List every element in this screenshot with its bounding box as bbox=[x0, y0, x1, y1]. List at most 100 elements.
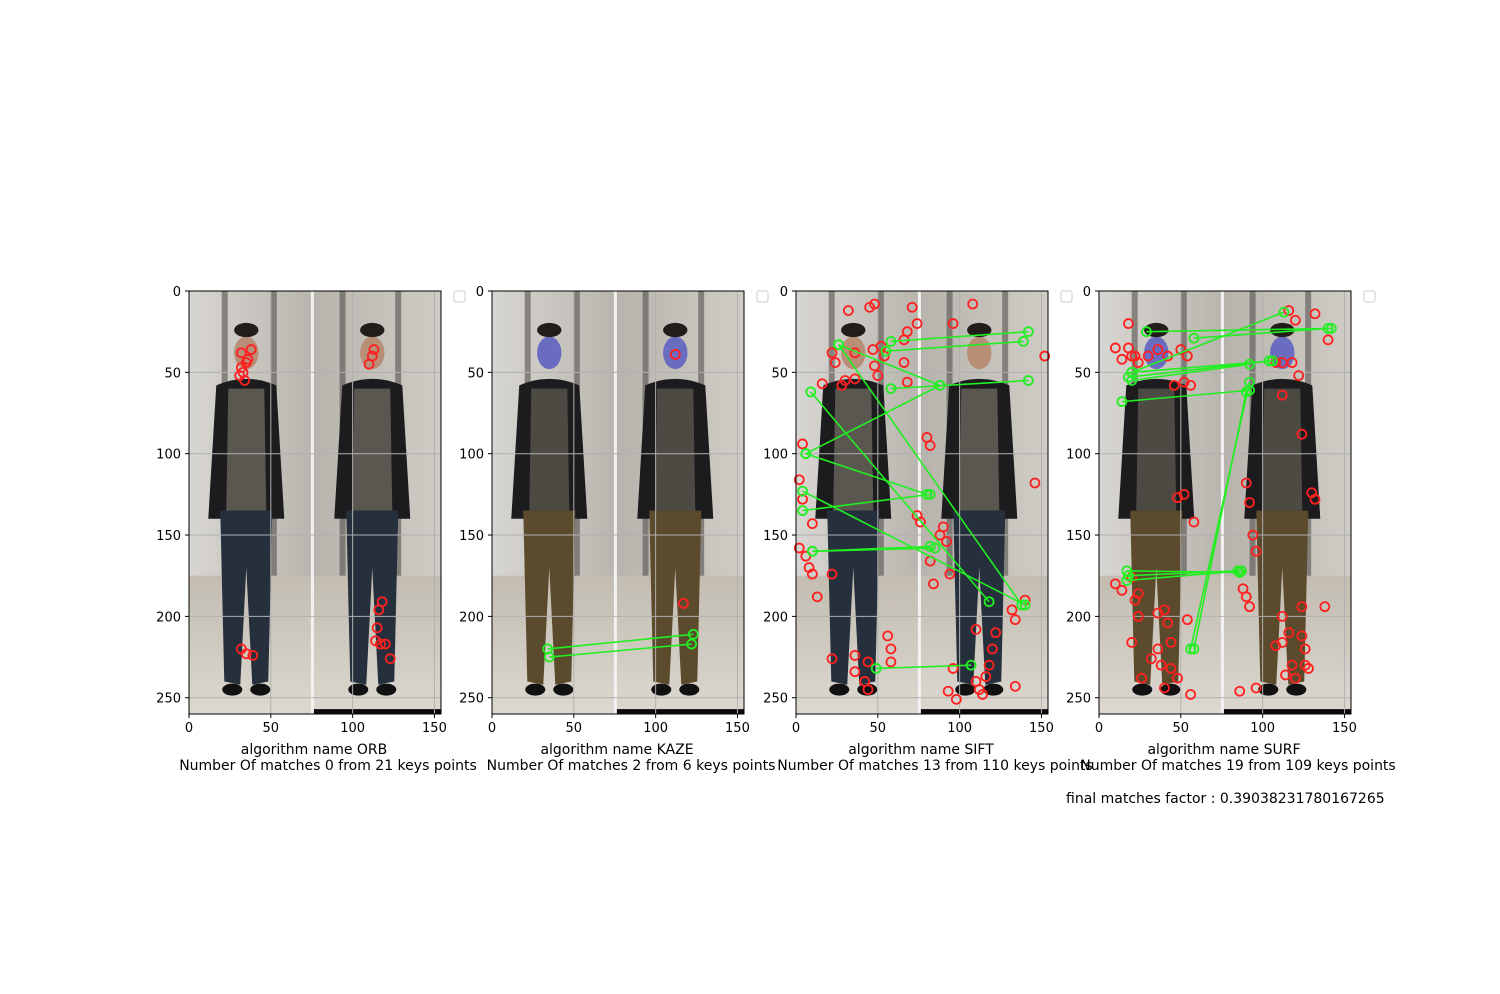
person-shoe bbox=[1286, 683, 1307, 696]
keypoint-marker bbox=[240, 648, 252, 660]
y-tick-label: 150 bbox=[459, 529, 484, 544]
keypoint-marker bbox=[849, 650, 861, 661]
keypoint-marker bbox=[1006, 604, 1018, 616]
legend-box bbox=[453, 290, 466, 303]
keypoint-marker bbox=[947, 663, 959, 674]
keypoint-marker bbox=[384, 653, 396, 665]
y-tick-label: 200 bbox=[156, 610, 181, 625]
keypoint-marker bbox=[1009, 680, 1021, 692]
keypoint-marker bbox=[1296, 428, 1308, 440]
legend-box bbox=[1363, 290, 1376, 303]
keypoint-marker bbox=[1309, 308, 1321, 320]
keypoint-marker bbox=[379, 638, 391, 650]
image-bottom-band bbox=[616, 709, 744, 714]
keypoint-marker bbox=[1289, 314, 1301, 326]
keypoint-marker bbox=[1175, 344, 1187, 355]
person-shirt bbox=[1136, 388, 1177, 511]
image-divider bbox=[613, 291, 617, 714]
y-tick-label: 50 bbox=[467, 366, 484, 381]
match-line bbox=[890, 330, 1029, 343]
y-tick-label: 250 bbox=[459, 692, 484, 707]
keypoint-marker bbox=[1296, 601, 1308, 613]
keypoint-marker bbox=[1155, 659, 1167, 671]
keypoint-marker bbox=[1159, 682, 1170, 694]
caption-algorithm-name: algorithm name KAZE bbox=[540, 742, 693, 758]
keypoint-marker bbox=[914, 516, 926, 528]
keypoint-marker bbox=[1126, 350, 1138, 362]
keypoint-marker bbox=[947, 318, 959, 329]
keypoint-marker bbox=[245, 344, 257, 355]
panel-1: 0 50 100 150 0 50 100 150 200 250 algorithm name O… bbox=[156, 285, 477, 774]
match-line bbox=[810, 391, 990, 603]
keypoint-marker bbox=[375, 638, 386, 650]
caption-algorithm-name: algorithm name SIFT bbox=[848, 742, 994, 758]
person-shirt bbox=[529, 388, 570, 511]
image-bottom-band bbox=[313, 709, 441, 714]
keypoint-marker bbox=[1165, 663, 1177, 674]
y-tick-label: 0 bbox=[476, 285, 484, 300]
keypoint-marker bbox=[1039, 350, 1051, 362]
keypoint-marker bbox=[1136, 672, 1147, 684]
match-point bbox=[929, 542, 941, 554]
y-tick-label: 50 bbox=[1074, 366, 1091, 381]
person-shirt bbox=[1262, 388, 1303, 511]
x-tick-label: 50 bbox=[870, 721, 887, 736]
match-line bbox=[547, 633, 694, 650]
keypoint-marker bbox=[942, 685, 954, 697]
match-line bbox=[837, 344, 1023, 606]
y-tick-label: 250 bbox=[763, 692, 788, 707]
y-tick-label: 100 bbox=[763, 448, 788, 463]
person-hair bbox=[1144, 322, 1169, 338]
match-line bbox=[549, 643, 692, 658]
match-line bbox=[1121, 389, 1250, 403]
match-point bbox=[924, 541, 936, 552]
keypoint-marker bbox=[1188, 516, 1200, 528]
match-point bbox=[805, 386, 817, 398]
y-tick-label: 50 bbox=[771, 366, 788, 381]
keypoint-marker bbox=[1283, 305, 1295, 316]
keypoint-marker bbox=[678, 597, 689, 609]
keypoint-marker bbox=[1270, 640, 1282, 652]
keypoint-marker bbox=[941, 536, 952, 547]
x-tick-label: 0 bbox=[1095, 721, 1103, 736]
match-point bbox=[1244, 376, 1255, 388]
match-line bbox=[890, 379, 1029, 390]
keypoint-marker bbox=[872, 370, 884, 382]
keypoint-marker bbox=[1165, 637, 1177, 648]
panel-2: 0 50 100 150 0 50 100 150 200 250 algorithm name K… bbox=[459, 285, 775, 774]
keypoint-marker bbox=[373, 604, 385, 616]
y-tick-label: 0 bbox=[1083, 285, 1091, 300]
keypoint-marker bbox=[1276, 610, 1288, 622]
x-tick-label: 150 bbox=[1029, 721, 1054, 736]
person-pants bbox=[523, 510, 576, 685]
match-point bbox=[1022, 326, 1034, 338]
keypoint-marker bbox=[885, 643, 897, 655]
keypoint-marker bbox=[1240, 477, 1252, 489]
keypoint-marker bbox=[950, 693, 962, 705]
y-tick-label: 150 bbox=[1066, 529, 1091, 544]
person-head bbox=[967, 336, 992, 370]
keypoint-marker bbox=[983, 659, 995, 671]
person-shoe bbox=[679, 683, 700, 696]
keypoint-marker bbox=[1116, 584, 1128, 596]
person-pants bbox=[953, 510, 1006, 685]
keypoint-marker bbox=[862, 656, 874, 668]
y-tick-label: 200 bbox=[459, 610, 484, 625]
keypoint-marker bbox=[869, 360, 880, 372]
keypoint-marker bbox=[1152, 643, 1164, 655]
y-tick-label: 100 bbox=[459, 448, 484, 463]
x-tick-label: 100 bbox=[1250, 721, 1275, 736]
caption-match-count: Number Of matches 2 from 6 keys points bbox=[487, 758, 776, 774]
keypoint-marker bbox=[839, 375, 851, 386]
person-hair bbox=[234, 322, 259, 338]
y-tick-label: 250 bbox=[156, 692, 181, 707]
match-point bbox=[1141, 326, 1152, 338]
match-line bbox=[1128, 570, 1239, 577]
match-point bbox=[1016, 599, 1028, 611]
keypoint-marker bbox=[368, 344, 380, 355]
person-shoe bbox=[955, 683, 976, 696]
match-point bbox=[1116, 396, 1128, 408]
match-point bbox=[885, 336, 897, 347]
person-pants bbox=[827, 510, 880, 685]
keypoint-marker bbox=[1168, 379, 1180, 391]
